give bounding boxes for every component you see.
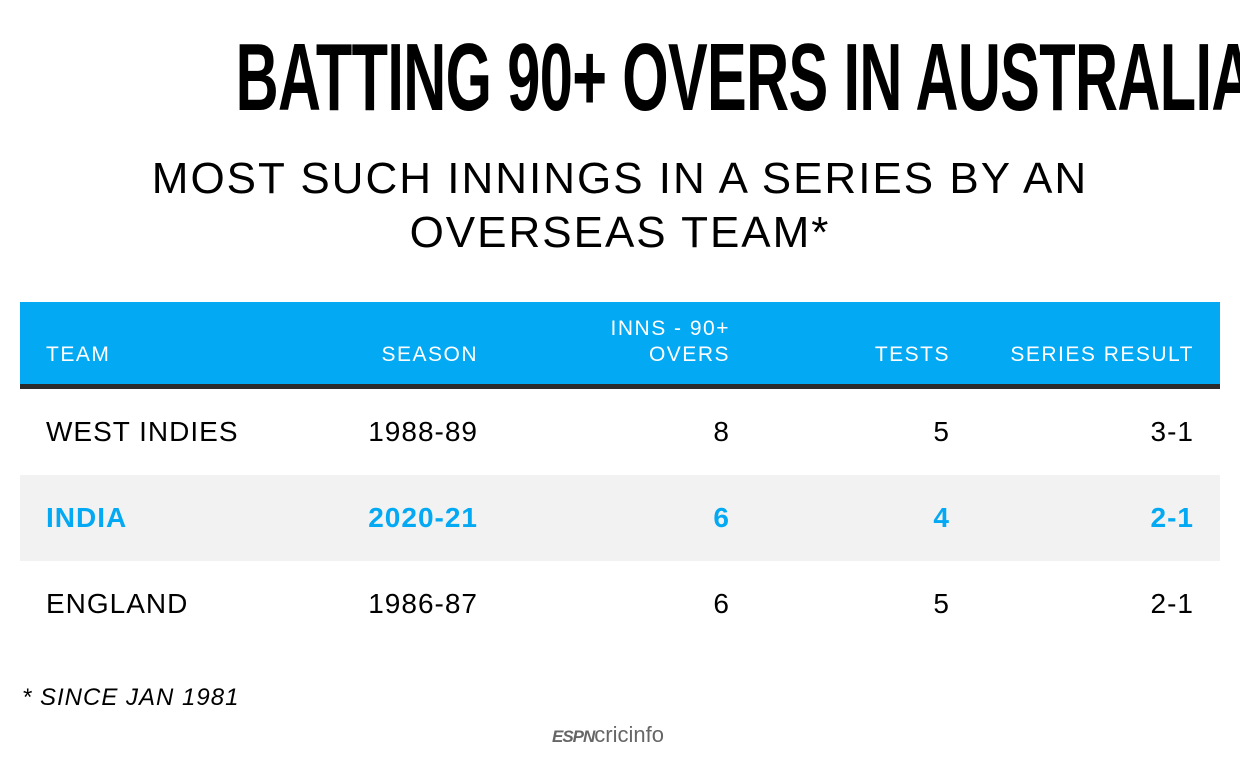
cell-season: 1988-89: [368, 416, 478, 447]
cell-tests: 5: [933, 588, 950, 619]
cell-season: 1986-87: [368, 588, 478, 619]
cell-result: 2-1: [1150, 502, 1194, 533]
table-row-highlighted: INDIA 2020-21 6 4 2-1: [20, 475, 1220, 561]
chart-title: BATTING 90+ OVERS IN AUSTRALIA: [235, 24, 1240, 131]
logo-espn: ESPN: [552, 727, 595, 746]
cell-tests: 5: [933, 416, 950, 447]
header-result: SERIES RESULT: [1010, 343, 1194, 366]
cell-result: 3-1: [1150, 416, 1194, 447]
cell-team: ENGLAND: [46, 588, 189, 619]
header-tests: TESTS: [874, 343, 950, 366]
cell-inns: 8: [713, 416, 730, 447]
espncricinfo-logo: ESPNcricinfo: [552, 722, 664, 748]
cell-team: INDIA: [46, 502, 128, 533]
table-header: TEAM SEASON INNS - 90+ OVERS TESTS SERIE…: [20, 302, 1220, 389]
header-season: SEASON: [381, 343, 478, 366]
chart-subtitle: MOST SUCH INNINGS IN A SERIES BY AN OVER…: [151, 154, 1089, 257]
cell-inns: 6: [713, 502, 730, 533]
footnote: * SINCE JAN 1981: [22, 684, 240, 711]
header-inns: INNS - 90+ OVERS: [590, 316, 730, 368]
cell-result: 2-1: [1150, 588, 1194, 619]
cell-tests: 4: [933, 502, 950, 533]
logo-cricinfo: cricinfo: [594, 722, 664, 747]
header-team: TEAM: [46, 343, 111, 366]
table-row: ENGLAND 1986-87 6 5 2-1: [20, 561, 1220, 647]
cell-season: 2020-21: [368, 502, 478, 533]
table-row: WEST INDIES 1988-89 8 5 3-1: [20, 389, 1220, 475]
cell-inns: 6: [713, 588, 730, 619]
stats-table: TEAM SEASON INNS - 90+ OVERS TESTS SERIE…: [20, 302, 1220, 647]
cell-team: WEST INDIES: [46, 416, 239, 447]
header-inns-label: INNS - 90+ OVERS: [610, 317, 730, 366]
